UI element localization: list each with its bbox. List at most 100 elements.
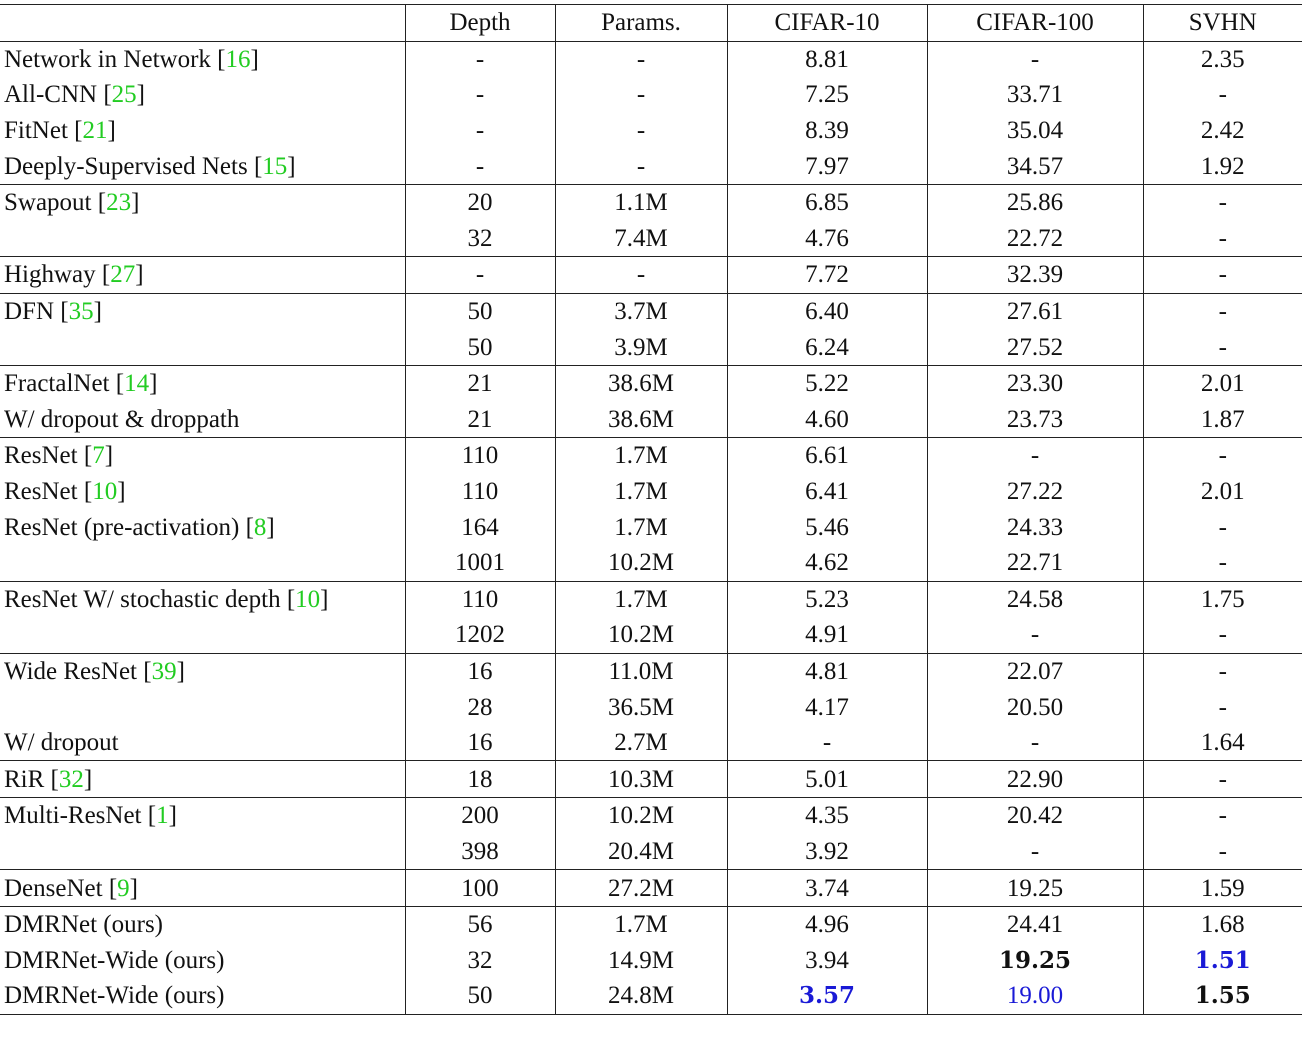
cifar100-cell: 33.71 bbox=[926, 77, 1143, 113]
depth-cell: 16 bbox=[404, 724, 555, 761]
cifar10-cell: 6.24 bbox=[726, 329, 927, 366]
depth-cell: 100 bbox=[404, 869, 555, 907]
method-cell: ResNet (pre-activation) [8] bbox=[4, 513, 275, 541]
params-cell: 3.9M bbox=[554, 329, 727, 366]
cifar100-cell: 24.58 bbox=[926, 580, 1143, 618]
depth-cell: - bbox=[404, 41, 555, 78]
depth-cell: 21 bbox=[404, 401, 555, 438]
citation-link[interactable]: 35 bbox=[68, 298, 94, 326]
params-cell: - bbox=[554, 77, 727, 113]
params-cell: 10.2M bbox=[554, 797, 727, 834]
method-cell: Network in Network [16] bbox=[4, 45, 259, 73]
params-cell: 10.2M bbox=[554, 544, 727, 581]
method-cell: DMRNet-Wide (ours) bbox=[0, 978, 405, 1014]
cifar10-cell: 5.22 bbox=[726, 364, 927, 402]
depth-cell: - bbox=[404, 112, 555, 149]
method-cell bbox=[0, 689, 405, 725]
svhn-cell: 1.92 bbox=[1142, 148, 1302, 185]
method-name: DMRNet (ours) bbox=[4, 911, 164, 939]
cifar10-cell: 5.01 bbox=[726, 760, 927, 798]
method-cell: Multi-ResNet [1] bbox=[0, 797, 405, 834]
svhn-cell: - bbox=[1142, 183, 1302, 221]
cifar10-cell: 8.81 bbox=[726, 41, 927, 78]
svhn-cell: 2.01 bbox=[1142, 473, 1302, 510]
header-depth: Depth bbox=[404, 4, 555, 42]
citation-link[interactable]: 32 bbox=[58, 765, 84, 793]
table-row: DMRNet-Wide (ours) 32 14.9M 3.94 19.25 1.51 bbox=[0, 942, 1302, 979]
table-row: DenseNet [9] 100 27.2M 3.74 19.25 1.59 bbox=[0, 869, 1302, 907]
svhn-cell: 1.68 bbox=[1142, 905, 1302, 943]
cifar10-cell: 6.40 bbox=[726, 292, 927, 330]
table-row: DMRNet-Wide (ours) 50 24.8M 3.57 19.00 1.55 bbox=[0, 978, 1302, 1015]
depth-cell: - bbox=[404, 77, 555, 113]
method-cell bbox=[0, 617, 405, 653]
method-cell bbox=[0, 221, 405, 257]
cifar10-cell: 4.96 bbox=[726, 905, 927, 943]
header-cifar100: CIFAR-100 bbox=[926, 4, 1143, 42]
header-params: Params. bbox=[554, 4, 727, 42]
citation-link[interactable]: 16 bbox=[225, 45, 251, 73]
citation-link[interactable]: 39 bbox=[151, 657, 177, 685]
svhn-cell: 2.35 bbox=[1142, 41, 1302, 78]
citation-link[interactable]: 1 bbox=[156, 802, 169, 830]
cifar10-cell: 7.72 bbox=[726, 256, 927, 294]
cifar100-cell: 25.86 bbox=[926, 183, 1143, 221]
svhn-cell: - bbox=[1142, 220, 1302, 257]
citation-link[interactable]: 10 bbox=[295, 585, 321, 613]
method-name: Wide ResNet bbox=[4, 657, 137, 685]
citation-link[interactable]: 9 bbox=[117, 874, 130, 902]
svhn-cell: - bbox=[1142, 760, 1302, 798]
depth-cell: 164 bbox=[404, 509, 555, 545]
method-cell: RiR [32] bbox=[0, 760, 405, 798]
depth-cell: 56 bbox=[404, 905, 555, 943]
svhn-cell: - bbox=[1142, 256, 1302, 294]
depth-cell: 16 bbox=[404, 652, 555, 690]
cifar10-cell: 4.17 bbox=[726, 689, 927, 725]
method-name: Multi-ResNet bbox=[4, 802, 142, 830]
method-cell bbox=[0, 545, 405, 581]
citation-link[interactable]: 7 bbox=[92, 442, 105, 470]
method-cell: DenseNet [9] bbox=[0, 869, 405, 907]
method-cell bbox=[0, 329, 405, 365]
citation-link[interactable]: 14 bbox=[124, 370, 150, 398]
citation-link[interactable]: 15 bbox=[262, 152, 288, 180]
citation-link[interactable]: 23 bbox=[106, 189, 132, 217]
params-cell: 1.7M bbox=[554, 437, 727, 474]
method-cell: ResNet [10] bbox=[4, 478, 126, 506]
svhn-cell: - bbox=[1142, 544, 1302, 581]
table-row: 1202 10.2M 4.91- - bbox=[0, 617, 1302, 654]
cifar100-cell: 34.57 bbox=[926, 148, 1143, 185]
params-cell: 11.0M bbox=[554, 652, 727, 690]
cifar10-cell: 3.92 bbox=[726, 833, 927, 870]
header-cifar10: CIFAR-10 bbox=[726, 4, 927, 42]
cifar10-cell: 4.60 bbox=[726, 401, 927, 438]
citation-link[interactable]: 10 bbox=[92, 478, 118, 506]
cifar10-cell: 4.91 bbox=[726, 617, 927, 654]
method-name: RiR bbox=[4, 765, 45, 793]
svhn-cell: 2.01 bbox=[1142, 364, 1302, 402]
svhn-cell: 1.64 bbox=[1142, 724, 1302, 761]
cifar10-cell: - bbox=[726, 724, 927, 761]
cifar100-cell: - bbox=[926, 41, 1143, 78]
cifar100-cell: 23.73 bbox=[926, 401, 1143, 438]
cifar10-cell: 3.74 bbox=[726, 869, 927, 907]
method-name: ResNet W/ stochastic depth bbox=[4, 585, 281, 613]
method-cell: W/ dropout bbox=[0, 725, 405, 761]
svhn-cell: 1.59 bbox=[1142, 869, 1302, 907]
cifar100-cell: 22.90 bbox=[926, 760, 1143, 798]
table-row: All-CNN [25] - -7.25 33.71- bbox=[0, 77, 1302, 113]
method-cell: FractalNet [14] bbox=[0, 364, 405, 402]
cifar10-cell: 3.57 bbox=[726, 978, 927, 1015]
citation-link[interactable]: 27 bbox=[110, 261, 136, 289]
citation-link[interactable]: 21 bbox=[82, 117, 108, 145]
method-name: DenseNet bbox=[4, 874, 103, 902]
svhn-cell: - bbox=[1142, 652, 1302, 690]
header-method bbox=[0, 4, 405, 42]
table-row: DMRNet (ours) 56 1.7M 4.96 24.41 1.68 bbox=[0, 905, 1302, 943]
method-cell: Swapout [23] bbox=[0, 183, 405, 221]
citation-link[interactable]: 25 bbox=[111, 81, 137, 109]
table-row: ResNet [10] 110 1.7M 6.41 27.22 2.01 bbox=[0, 473, 1302, 510]
citation-link[interactable]: 8 bbox=[253, 513, 267, 541]
params-cell: 1.7M bbox=[554, 580, 727, 618]
svhn-cell: 1.55 bbox=[1142, 978, 1302, 1015]
